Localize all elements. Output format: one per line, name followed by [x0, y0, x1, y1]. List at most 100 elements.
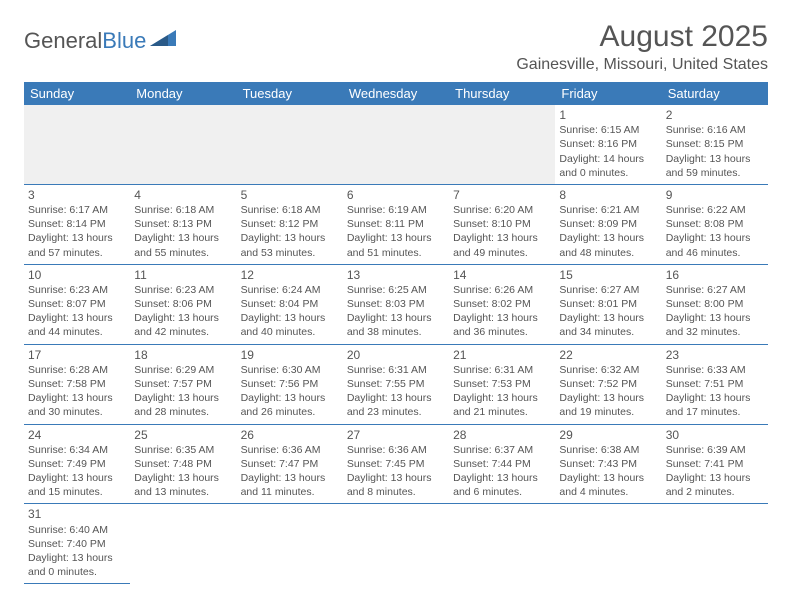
daylight-text: and 32 minutes.: [666, 325, 764, 339]
day-number: 17: [28, 347, 126, 363]
sunrise-text: Sunrise: 6:21 AM: [559, 203, 657, 217]
day-number: 2: [666, 107, 764, 123]
daylight-text: Daylight: 13 hours: [453, 231, 551, 245]
daylight-text: Daylight: 13 hours: [347, 391, 445, 405]
sunset-text: Sunset: 8:02 PM: [453, 297, 551, 311]
daylight-text: Daylight: 13 hours: [559, 391, 657, 405]
sunset-text: Sunset: 8:06 PM: [134, 297, 232, 311]
daylight-text: Daylight: 13 hours: [347, 471, 445, 485]
sunrise-text: Sunrise: 6:27 AM: [559, 283, 657, 297]
calendar-cell: 28Sunrise: 6:37 AMSunset: 7:44 PMDayligh…: [449, 424, 555, 504]
daylight-text: Daylight: 13 hours: [28, 471, 126, 485]
calendar-cell: [130, 504, 236, 584]
calendar-cell: 31Sunrise: 6:40 AMSunset: 7:40 PMDayligh…: [24, 504, 130, 584]
day-header-row: Sunday Monday Tuesday Wednesday Thursday…: [24, 82, 768, 105]
sunset-text: Sunset: 8:08 PM: [666, 217, 764, 231]
calendar-row: 1Sunrise: 6:15 AMSunset: 8:16 PMDaylight…: [24, 105, 768, 184]
sunrise-text: Sunrise: 6:31 AM: [347, 363, 445, 377]
calendar-cell: 1Sunrise: 6:15 AMSunset: 8:16 PMDaylight…: [555, 105, 661, 184]
daylight-text: and 57 minutes.: [28, 246, 126, 260]
calendar-cell: [449, 504, 555, 584]
daylight-text: Daylight: 13 hours: [241, 391, 339, 405]
sunrise-text: Sunrise: 6:22 AM: [666, 203, 764, 217]
day-number: 15: [559, 267, 657, 283]
daylight-text: and 6 minutes.: [453, 485, 551, 499]
logo-text-1: General: [24, 28, 102, 54]
sunrise-text: Sunrise: 6:16 AM: [666, 123, 764, 137]
calendar-cell: 30Sunrise: 6:39 AMSunset: 7:41 PMDayligh…: [662, 424, 768, 504]
sunrise-text: Sunrise: 6:36 AM: [347, 443, 445, 457]
daylight-text: Daylight: 13 hours: [28, 391, 126, 405]
daylight-text: and 48 minutes.: [559, 246, 657, 260]
daylight-text: Daylight: 13 hours: [134, 311, 232, 325]
daylight-text: Daylight: 13 hours: [453, 471, 551, 485]
calendar-cell: 21Sunrise: 6:31 AMSunset: 7:53 PMDayligh…: [449, 344, 555, 424]
daylight-text: and 15 minutes.: [28, 485, 126, 499]
day-number: 10: [28, 267, 126, 283]
daylight-text: Daylight: 13 hours: [134, 471, 232, 485]
day-number: 30: [666, 427, 764, 443]
day-header: Thursday: [449, 82, 555, 105]
calendar-cell: [130, 105, 236, 184]
daylight-text: and 49 minutes.: [453, 246, 551, 260]
daylight-text: and 44 minutes.: [28, 325, 126, 339]
day-number: 7: [453, 187, 551, 203]
daylight-text: and 38 minutes.: [347, 325, 445, 339]
sunset-text: Sunset: 7:43 PM: [559, 457, 657, 471]
day-number: 27: [347, 427, 445, 443]
logo-text-2: Blue: [102, 28, 146, 54]
daylight-text: Daylight: 14 hours: [559, 152, 657, 166]
day-number: 18: [134, 347, 232, 363]
day-number: 8: [559, 187, 657, 203]
day-number: 22: [559, 347, 657, 363]
day-number: 26: [241, 427, 339, 443]
calendar-cell: 9Sunrise: 6:22 AMSunset: 8:08 PMDaylight…: [662, 184, 768, 264]
calendar-cell: 29Sunrise: 6:38 AMSunset: 7:43 PMDayligh…: [555, 424, 661, 504]
day-number: 12: [241, 267, 339, 283]
sunrise-text: Sunrise: 6:27 AM: [666, 283, 764, 297]
day-number: 28: [453, 427, 551, 443]
calendar-row: 17Sunrise: 6:28 AMSunset: 7:58 PMDayligh…: [24, 344, 768, 424]
calendar-cell: 19Sunrise: 6:30 AMSunset: 7:56 PMDayligh…: [237, 344, 343, 424]
daylight-text: and 19 minutes.: [559, 405, 657, 419]
calendar-cell: 3Sunrise: 6:17 AMSunset: 8:14 PMDaylight…: [24, 184, 130, 264]
calendar-cell: 6Sunrise: 6:19 AMSunset: 8:11 PMDaylight…: [343, 184, 449, 264]
daylight-text: Daylight: 13 hours: [241, 311, 339, 325]
daylight-text: and 17 minutes.: [666, 405, 764, 419]
sunset-text: Sunset: 8:10 PM: [453, 217, 551, 231]
calendar-cell: 7Sunrise: 6:20 AMSunset: 8:10 PMDaylight…: [449, 184, 555, 264]
daylight-text: Daylight: 13 hours: [559, 311, 657, 325]
sunset-text: Sunset: 8:09 PM: [559, 217, 657, 231]
location-subtitle: Gainesville, Missouri, United States: [24, 56, 768, 74]
sunrise-text: Sunrise: 6:39 AM: [666, 443, 764, 457]
calendar-cell: 17Sunrise: 6:28 AMSunset: 7:58 PMDayligh…: [24, 344, 130, 424]
sunrise-text: Sunrise: 6:33 AM: [666, 363, 764, 377]
daylight-text: and 51 minutes.: [347, 246, 445, 260]
day-number: 6: [347, 187, 445, 203]
sunset-text: Sunset: 7:55 PM: [347, 377, 445, 391]
sunrise-text: Sunrise: 6:25 AM: [347, 283, 445, 297]
daylight-text: Daylight: 13 hours: [134, 231, 232, 245]
calendar-cell: [237, 504, 343, 584]
day-number: 3: [28, 187, 126, 203]
day-header: Sunday: [24, 82, 130, 105]
sunset-text: Sunset: 7:45 PM: [347, 457, 445, 471]
daylight-text: Daylight: 13 hours: [453, 311, 551, 325]
daylight-text: and 13 minutes.: [134, 485, 232, 499]
calendar-cell: [555, 504, 661, 584]
calendar-cell: 24Sunrise: 6:34 AMSunset: 7:49 PMDayligh…: [24, 424, 130, 504]
sunrise-text: Sunrise: 6:35 AM: [134, 443, 232, 457]
day-header: Friday: [555, 82, 661, 105]
sunrise-text: Sunrise: 6:32 AM: [559, 363, 657, 377]
daylight-text: Daylight: 13 hours: [559, 471, 657, 485]
day-number: 11: [134, 267, 232, 283]
daylight-text: Daylight: 13 hours: [666, 471, 764, 485]
sunrise-text: Sunrise: 6:19 AM: [347, 203, 445, 217]
sunset-text: Sunset: 7:44 PM: [453, 457, 551, 471]
calendar-row: 3Sunrise: 6:17 AMSunset: 8:14 PMDaylight…: [24, 184, 768, 264]
header: GeneralBlue August 2025: [24, 20, 768, 54]
sunset-text: Sunset: 7:49 PM: [28, 457, 126, 471]
sunrise-text: Sunrise: 6:28 AM: [28, 363, 126, 377]
day-number: 9: [666, 187, 764, 203]
sunrise-text: Sunrise: 6:18 AM: [241, 203, 339, 217]
